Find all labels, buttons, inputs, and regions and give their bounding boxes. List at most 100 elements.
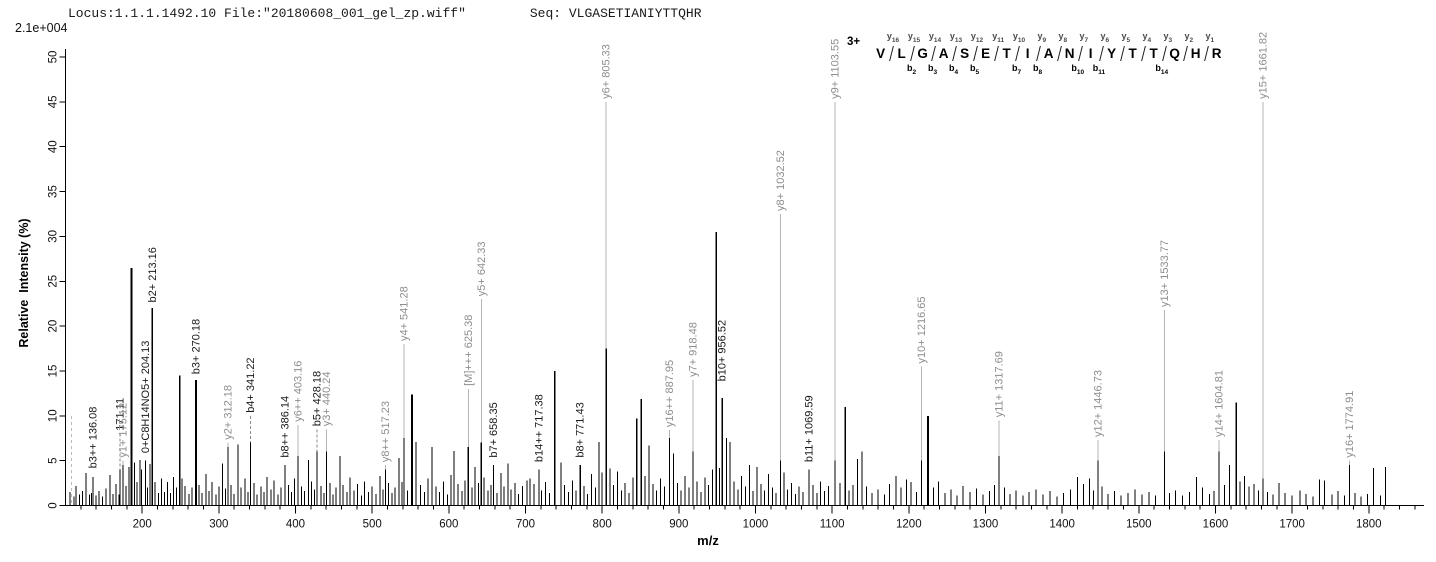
b-ion-label-b2: b2 bbox=[907, 63, 917, 76]
x-tick-label: 500 bbox=[363, 519, 382, 531]
x-tick-label: 1600 bbox=[1203, 519, 1229, 531]
x-tick-label: 900 bbox=[669, 519, 688, 531]
peak-label: b11+ 1069.59 bbox=[803, 395, 815, 462]
peak-label: y12+ 1446.73 bbox=[1092, 370, 1104, 437]
b-ion-label-b11: b11 bbox=[1092, 63, 1106, 76]
peak-label: y14+ 1604.81 bbox=[1214, 370, 1226, 437]
y-ion-label-y8: y8 bbox=[1058, 31, 1068, 44]
y-ion-label-y12: y12 bbox=[970, 31, 984, 44]
peak-label: y6++ 403.16 bbox=[292, 361, 304, 422]
x-tick-label: 1300 bbox=[973, 519, 999, 531]
x-tick-label: 1000 bbox=[743, 519, 769, 531]
b-ion-label-b14: b14 bbox=[1155, 63, 1169, 76]
y-tick-label: 45 bbox=[48, 95, 60, 108]
peak-label: [M]+++ 625.38 bbox=[463, 315, 475, 386]
x-axis-title: m/z bbox=[697, 533, 719, 548]
x-tick-label: 1800 bbox=[1356, 519, 1382, 531]
y-ion-label-y4: y4 bbox=[1142, 31, 1152, 44]
residue-r-17: R bbox=[1211, 46, 1222, 61]
y-tick-label: 0 bbox=[48, 502, 60, 508]
b-ion-label-b4: b4 bbox=[949, 63, 959, 76]
b-ion-label-b3: b3 bbox=[928, 63, 938, 76]
x-tick-label: 700 bbox=[516, 519, 535, 531]
y-tick-label: 35 bbox=[48, 185, 60, 198]
x-tick-label: 800 bbox=[593, 519, 612, 531]
y-ion-label-y16: y16 bbox=[886, 31, 900, 44]
y-ion-label-y9: y9 bbox=[1037, 31, 1047, 44]
peak-label: b3+ 270.18 bbox=[190, 319, 202, 374]
peak-label: y16+ 1774.91 bbox=[1344, 391, 1356, 458]
peak-label: y16++ 887.95 bbox=[664, 360, 676, 427]
peak-label: y7+ 918.48 bbox=[687, 322, 699, 377]
x-tick-label: 1100 bbox=[820, 519, 845, 531]
y-tick-label: 20 bbox=[48, 320, 60, 333]
y-ion-label-y7: y7 bbox=[1079, 31, 1089, 44]
x-tick-label: 1400 bbox=[1049, 519, 1075, 531]
y-tick-label: 40 bbox=[48, 140, 60, 153]
peak-label: b8++ 386.14 bbox=[279, 396, 291, 458]
x-tick-label: 600 bbox=[439, 519, 458, 531]
y-ion-label-y2: y2 bbox=[1184, 31, 1194, 44]
peak-label: b7+ 658.35 bbox=[488, 402, 500, 457]
peak-label: y15+ 1661.82 bbox=[1257, 32, 1269, 99]
peak-label: y1+ 175.12 bbox=[118, 403, 130, 458]
y-ion-label-y6: y6 bbox=[1100, 31, 1110, 44]
y-ion-label-y3: y3 bbox=[1163, 31, 1173, 44]
y-tick-label: 25 bbox=[48, 275, 60, 288]
y-tick-label: 30 bbox=[48, 230, 60, 243]
y-ion-label-y5: y5 bbox=[1121, 31, 1131, 44]
precursor-charge-label: 3+ bbox=[847, 36, 861, 48]
peak-label: y8++ 517.23 bbox=[380, 401, 392, 462]
locus-file-info: Locus:1.1.1.1492.10 File:"20180608_001_g… bbox=[68, 6, 466, 21]
peak-label: y11+ 1317.69 bbox=[994, 351, 1006, 417]
y-ion-label-y13: y13 bbox=[949, 31, 963, 44]
peak-label: b5+ 428.18 bbox=[312, 371, 324, 426]
y-ion-label-y15: y15 bbox=[907, 31, 921, 44]
b-ion-label-b7: b7 bbox=[1012, 63, 1022, 76]
y-tick-label: 15 bbox=[48, 365, 60, 378]
x-tick-label: 400 bbox=[286, 519, 305, 531]
peak-label: y4+ 541.28 bbox=[398, 286, 410, 341]
y-ion-label-y10: y10 bbox=[1012, 31, 1026, 44]
peak-label: b14++ 717.38 bbox=[533, 394, 545, 462]
peak-label: b8+ 771.43 bbox=[575, 402, 587, 457]
x-tick-label: 300 bbox=[209, 519, 228, 531]
y-ion-label-y14: y14 bbox=[928, 31, 942, 44]
peak-label: b3++ 136.08 bbox=[88, 407, 100, 469]
intensity-scale-note: 2.1e+004 bbox=[15, 21, 68, 35]
peak-label: y9+ 1103.55 bbox=[829, 39, 841, 99]
peak-label: y2+ 312.18 bbox=[223, 385, 235, 440]
peak-label: y8+ 1032.52 bbox=[775, 150, 787, 211]
peak-label: b10+ 956.52 bbox=[717, 320, 729, 381]
x-tick-label: 200 bbox=[133, 519, 152, 531]
peak-label: y6+ 805.33 bbox=[601, 44, 613, 99]
y-ion-label-y1: y1 bbox=[1205, 31, 1215, 44]
spectrum-header: Locus:1.1.1.1492.10 File:"20180608_001_g… bbox=[68, 6, 702, 21]
y-ion-label-y11: y11 bbox=[992, 31, 1005, 44]
b-ion-label-b10: b10 bbox=[1071, 63, 1085, 76]
y-tick-label: 10 bbox=[48, 409, 60, 422]
peak-label: 171.11 bbox=[115, 398, 127, 431]
peak-label: y13+ 1533.77 bbox=[1159, 240, 1171, 307]
y-tick-label: 5 bbox=[48, 457, 60, 463]
b-ion-label-b5: b5 bbox=[970, 63, 980, 76]
peak-label: b4+ 341.22 bbox=[245, 357, 257, 412]
b-ion-label-b8: b8 bbox=[1033, 63, 1043, 76]
